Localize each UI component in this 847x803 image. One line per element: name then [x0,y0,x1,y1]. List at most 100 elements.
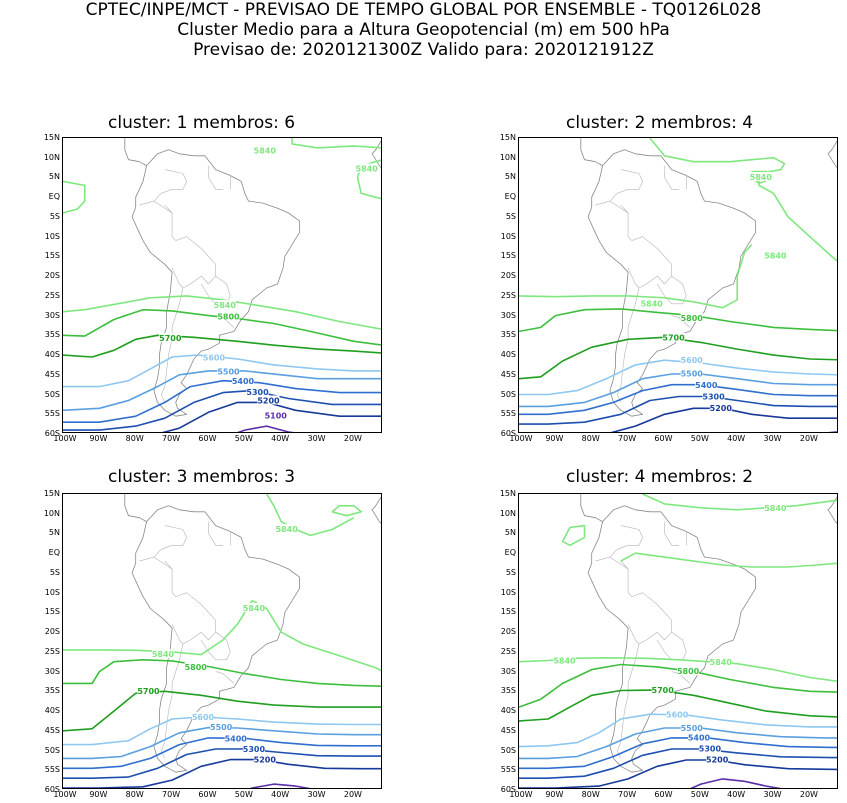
latitude-label: 5S [505,211,516,221]
contour-label-background [184,661,207,671]
contour-label-background [257,395,280,405]
contour-label-background [553,655,576,665]
contour-label-background [355,163,378,173]
latitude-label: 10S [500,231,516,241]
contour-line [331,505,363,517]
latitude-label: 10N [43,508,60,518]
latitude-label: 25S [44,646,60,656]
latitude-label: 60S [500,429,516,438]
latitude-label: 5S [505,567,516,577]
country-border [616,624,640,759]
latitude-label: 45S [500,369,516,379]
coastline-central-america [580,494,603,522]
country-border [656,631,687,661]
contour-label-background [749,172,772,182]
country-border [617,525,643,550]
latitude-label: 25S [500,646,516,656]
longitude-label: 90W [89,790,108,799]
longitude-label: 20W [799,434,818,443]
country-border [164,560,176,597]
contour-line [63,308,381,346]
latitude-label: 55S [500,765,516,775]
coastline-africa [827,140,837,168]
contour-label-background [224,733,247,743]
latitude-label: 30S [44,666,60,676]
contour-line [63,758,381,788]
country-border [595,193,618,206]
longitude-label: 60W [198,434,217,443]
longitude-label: 50W [690,434,709,443]
contour-label-background [680,312,703,322]
latitude-label: 10S [44,231,60,241]
longitude-label: 100W [53,434,77,443]
contour-line [63,690,381,732]
latitude-label: 35S [500,330,516,340]
contour-line [519,713,837,748]
country-border [208,521,223,546]
contour-line [63,354,381,388]
contour-line [63,295,381,330]
contour-label: 5600 [192,713,215,722]
country-border [620,204,632,241]
latitude-label: 20S [44,271,60,281]
longitude-label: 80W [125,790,144,799]
longitude-label: 80W [581,434,600,443]
contour-label-background [242,603,265,613]
country-border [208,165,223,190]
longitude-label: 40W [727,790,746,799]
country-border [595,549,618,562]
contour-line [251,599,381,672]
contour-label: 5840 [764,252,787,261]
longitude-label: 80W [125,434,144,443]
country-border [664,521,679,546]
latitude-label: 35S [44,330,60,340]
latitude-label: 35S [44,686,60,696]
contour-label: 5300 [699,745,722,754]
longitude-label: 60W [198,790,217,799]
country-border [139,193,162,206]
country-border [631,592,672,641]
latitude-label: 45S [44,369,60,379]
coastline-south-america [587,505,756,773]
contour-line [291,138,381,149]
longitude-label: 100W [509,790,533,799]
map-svg: 5840584058405800570056005500540053005200… [63,138,381,432]
latitude-label: 20S [500,627,516,637]
latitude-label: EQ [504,548,516,558]
latitude-label: 45S [44,725,60,735]
longitude-label: 20W [799,790,818,799]
contour-label: 5840 [641,299,664,308]
contour-label-background [217,366,240,376]
latitude-label: 50S [44,745,60,755]
longitude-label: 70W [618,790,637,799]
longitude-label: 100W [53,790,77,799]
contour-line [161,401,381,432]
contour-label-background [242,743,265,753]
contour-label-background [152,649,174,659]
contour-line [237,425,295,432]
latitude-label: 20S [500,271,516,281]
latitude-label: 50S [44,389,60,399]
latitude-label: EQ [48,192,60,202]
contour-label: 5200 [257,396,280,405]
longitude-label: 60W [654,434,673,443]
contour-line [63,748,381,780]
contour-label-background [137,685,160,695]
longitude-label: 60W [654,790,673,799]
longitude-label: 30W [307,434,326,443]
country-border [161,525,187,550]
longitude-label: 70W [162,790,181,799]
longitude-label: 20W [343,434,362,443]
contour-label-background [217,311,240,321]
country-border [139,549,162,562]
latitude-label: EQ [504,192,516,202]
contour-line [519,244,753,309]
contour-label-background [764,250,787,260]
latitude-label: 40S [500,706,516,716]
contour-label-background [688,732,710,742]
latitude-label: 50S [500,389,516,399]
contour-label-background [764,502,787,512]
contour-label: 5840 [243,604,266,613]
latitude-label: 15S [500,607,516,617]
contour-label-background [651,685,674,695]
